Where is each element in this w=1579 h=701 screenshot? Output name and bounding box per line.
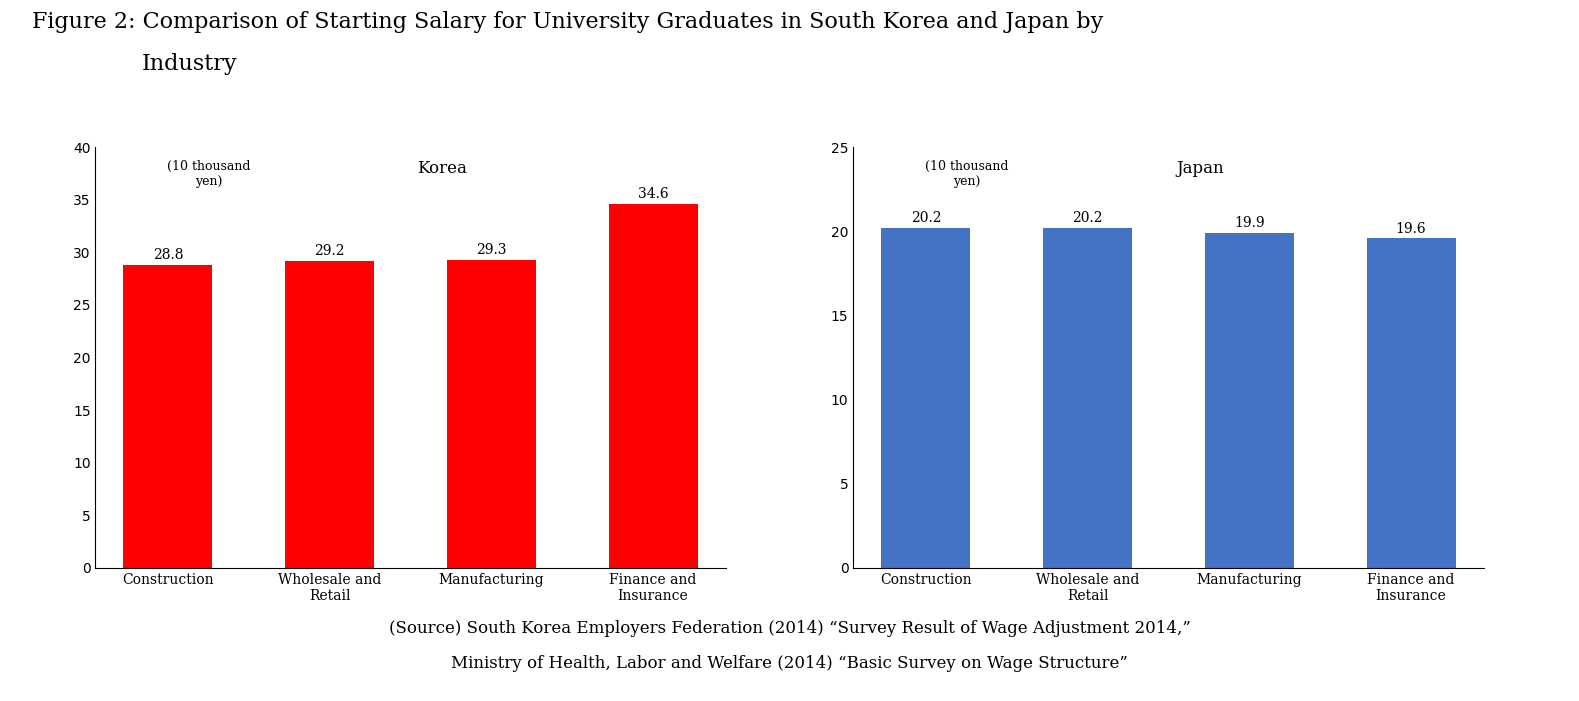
Bar [447, 259, 535, 568]
Text: 29.3: 29.3 [477, 243, 507, 257]
Bar [881, 228, 971, 568]
Text: (10 thousand
yen): (10 thousand yen) [925, 160, 1007, 188]
Bar [286, 261, 374, 568]
Text: Figure 2: Comparison of Starting Salary for University Graduates in South Korea : Figure 2: Comparison of Starting Salary … [32, 11, 1104, 32]
Text: (Source) South Korea Employers Federation (2014) “Survey Result of Wage Adjustme: (Source) South Korea Employers Federatio… [388, 620, 1191, 637]
Bar [123, 265, 213, 568]
Bar [1366, 238, 1456, 568]
Bar [1205, 233, 1293, 568]
Text: Industry: Industry [142, 53, 238, 74]
Text: 34.6: 34.6 [638, 187, 668, 200]
Text: (10 thousand
yen): (10 thousand yen) [167, 160, 249, 188]
Text: 28.8: 28.8 [153, 248, 183, 261]
Text: 19.6: 19.6 [1396, 222, 1426, 236]
Bar [608, 204, 698, 568]
Text: Japan: Japan [1176, 160, 1224, 177]
Text: 20.2: 20.2 [911, 212, 941, 226]
Text: 29.2: 29.2 [314, 244, 344, 257]
Text: Korea: Korea [417, 160, 467, 177]
Text: Ministry of Health, Labor and Welfare (2014) “Basic Survey on Wage Structure”: Ministry of Health, Labor and Welfare (2… [452, 655, 1127, 672]
Text: 20.2: 20.2 [1072, 212, 1102, 226]
Text: 19.9: 19.9 [1235, 217, 1265, 231]
Bar [1044, 228, 1132, 568]
